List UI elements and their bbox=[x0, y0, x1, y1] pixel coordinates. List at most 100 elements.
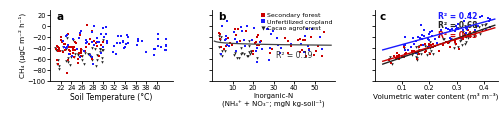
Point bbox=[52, 45, 60, 47]
Point bbox=[439, 38, 447, 40]
Point bbox=[462, 28, 469, 30]
Point bbox=[64, 46, 72, 48]
Point bbox=[426, 41, 434, 43]
Point bbox=[224, 20, 232, 22]
Point bbox=[418, 33, 426, 36]
Point bbox=[69, 49, 77, 51]
Point bbox=[98, 52, 106, 54]
Point bbox=[274, 43, 282, 46]
Point bbox=[438, 29, 446, 31]
Point bbox=[118, 35, 126, 37]
Point bbox=[124, 33, 132, 36]
Point bbox=[254, 34, 262, 36]
Point bbox=[122, 43, 130, 45]
Point bbox=[478, 15, 486, 18]
Point bbox=[398, 56, 406, 58]
Point bbox=[462, 41, 470, 43]
Point bbox=[407, 46, 415, 48]
Point bbox=[245, 51, 253, 53]
Point bbox=[429, 53, 437, 55]
Point bbox=[476, 32, 484, 35]
Point bbox=[452, 30, 460, 32]
Point bbox=[303, 28, 311, 30]
Point bbox=[486, 18, 494, 20]
Point bbox=[300, 35, 308, 37]
Point bbox=[400, 54, 408, 57]
Point bbox=[412, 40, 420, 42]
Point bbox=[318, 54, 326, 57]
Point bbox=[52, 48, 60, 50]
Point bbox=[442, 27, 450, 29]
Point bbox=[435, 36, 443, 38]
Point bbox=[58, 41, 66, 43]
Point bbox=[222, 45, 230, 47]
Point bbox=[249, 53, 257, 55]
Point bbox=[78, 59, 86, 61]
Point bbox=[162, 38, 170, 40]
Point bbox=[426, 31, 434, 33]
Point bbox=[86, 52, 94, 55]
Point bbox=[228, 44, 235, 46]
Point bbox=[72, 53, 80, 55]
Point bbox=[88, 41, 96, 43]
Point bbox=[433, 42, 441, 44]
Point bbox=[152, 48, 160, 51]
Point bbox=[55, 68, 63, 70]
Point bbox=[70, 46, 78, 48]
Point bbox=[64, 59, 72, 61]
Point bbox=[84, 24, 92, 26]
Point bbox=[274, 44, 282, 46]
Point bbox=[60, 46, 68, 49]
Point bbox=[400, 47, 407, 50]
Point bbox=[450, 47, 458, 49]
Point bbox=[90, 40, 98, 42]
Point bbox=[86, 55, 94, 58]
Point bbox=[421, 51, 429, 53]
Point bbox=[410, 43, 418, 45]
Point bbox=[459, 31, 467, 33]
Point bbox=[242, 55, 250, 58]
Point bbox=[425, 46, 433, 48]
Point bbox=[251, 42, 259, 44]
Point bbox=[98, 61, 106, 63]
Point bbox=[409, 37, 417, 39]
Point bbox=[218, 25, 226, 27]
Point bbox=[154, 38, 162, 40]
Point bbox=[462, 32, 469, 34]
Point bbox=[439, 44, 447, 46]
Point bbox=[459, 29, 467, 31]
Point bbox=[56, 36, 64, 38]
Point bbox=[221, 50, 229, 52]
Point bbox=[218, 46, 226, 48]
Point bbox=[62, 35, 70, 37]
Point bbox=[445, 41, 453, 43]
Point bbox=[430, 38, 438, 40]
Point bbox=[485, 20, 493, 22]
Point bbox=[454, 26, 462, 29]
Point bbox=[158, 46, 166, 48]
Point bbox=[482, 29, 490, 31]
Point bbox=[69, 38, 77, 40]
Point bbox=[218, 36, 226, 38]
Point bbox=[464, 28, 472, 31]
Point bbox=[304, 48, 312, 50]
Point bbox=[412, 52, 420, 54]
Point bbox=[297, 43, 305, 45]
Point bbox=[99, 39, 107, 42]
Point bbox=[263, 28, 271, 30]
Point bbox=[440, 38, 448, 40]
Point bbox=[393, 57, 401, 59]
Point bbox=[454, 27, 462, 29]
Point bbox=[421, 45, 429, 47]
Point bbox=[116, 42, 124, 44]
Point bbox=[230, 54, 237, 56]
Point bbox=[252, 56, 260, 59]
Point bbox=[64, 44, 72, 46]
Point bbox=[77, 48, 85, 50]
Point bbox=[446, 38, 454, 40]
Point bbox=[80, 50, 88, 52]
Point bbox=[446, 37, 454, 39]
Point bbox=[240, 53, 248, 56]
Point bbox=[472, 29, 480, 31]
Point bbox=[150, 54, 158, 56]
